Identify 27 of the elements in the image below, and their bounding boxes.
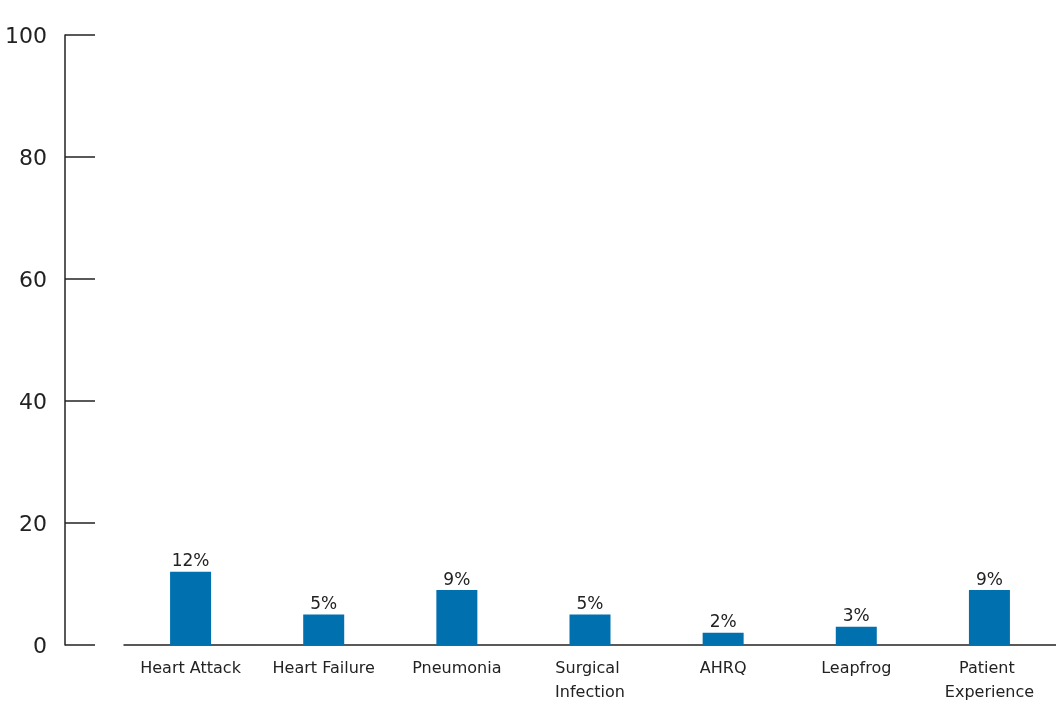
x-tick-label: Heart Attack xyxy=(140,657,242,677)
data-label: 9% xyxy=(443,568,471,589)
x-tick-label: Patient Experience xyxy=(944,657,1035,701)
bar xyxy=(436,590,478,645)
x-tick-label: Pneumonia xyxy=(412,657,502,677)
y-tick-label: 20 xyxy=(19,510,47,536)
bar xyxy=(170,571,212,645)
y-tick-label: 40 xyxy=(19,388,47,414)
x-tick-label: Leapfrog xyxy=(821,657,892,677)
x-tick-label: AHRQ xyxy=(699,657,747,677)
bar xyxy=(835,626,877,645)
bar xyxy=(702,632,744,645)
data-label: 12% xyxy=(171,550,210,571)
y-tick-label: 0 xyxy=(33,632,47,658)
x-tick-label: Heart Failure xyxy=(272,657,375,677)
data-label: 5% xyxy=(310,593,338,613)
y-tick-label: 100 xyxy=(5,22,47,48)
data-label: 5% xyxy=(576,593,604,613)
bar xyxy=(569,614,611,645)
bar xyxy=(968,590,1010,645)
data-label: 9% xyxy=(975,568,1003,589)
bar xyxy=(303,614,345,645)
x-tick-label: Surgical Infection xyxy=(555,657,625,701)
data-label: 2% xyxy=(709,611,737,632)
y-tick-label: 60 xyxy=(19,266,47,292)
data-label: 3% xyxy=(842,605,870,626)
y-tick-label: 80 xyxy=(19,144,47,170)
